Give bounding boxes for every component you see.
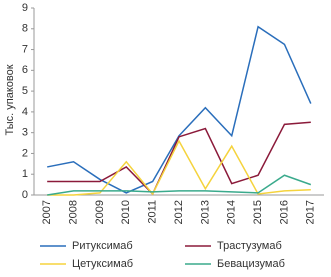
x-tick-label: 2017: [305, 200, 317, 224]
x-tick-label: 2012: [173, 200, 185, 224]
y-axis-label: Тыс. упаковок: [4, 64, 16, 135]
x-tick-label: 2015: [252, 200, 264, 224]
x-tick-label: 2008: [67, 200, 79, 224]
x-tick-label: 2009: [94, 200, 106, 224]
x-tick-label: 2014: [226, 200, 238, 224]
legend-label: Ритуксимаб: [72, 240, 133, 252]
x-tick-label: 2016: [278, 200, 290, 224]
x-tick-label: 2007: [41, 200, 53, 224]
series-line: [47, 174, 312, 196]
y-tick-label: 8: [22, 23, 28, 35]
x-tick-label: 2010: [120, 200, 132, 224]
y-tick-label: 4: [22, 106, 28, 118]
series-line: [47, 121, 311, 196]
y-tick-label: 0: [22, 189, 28, 201]
x-tick-label: 2013: [199, 200, 211, 224]
y-tick-label: 3: [22, 127, 28, 139]
y-tick-label: 1: [22, 168, 28, 180]
legend-label: Бевацизумаб: [217, 258, 285, 270]
series-line: [47, 25, 312, 194]
series-line: [47, 139, 311, 196]
y-tick-label: 9: [22, 2, 28, 14]
legend-label: Трастузумаб: [217, 240, 282, 252]
y-tick-label: 2: [22, 147, 28, 159]
legend-label: Цетуксимаб: [72, 258, 133, 270]
y-tick-label: 6: [22, 64, 28, 76]
y-tick-label: 7: [22, 43, 28, 55]
y-tick-label: 5: [22, 85, 28, 97]
x-tick-label: 2011: [147, 200, 159, 224]
